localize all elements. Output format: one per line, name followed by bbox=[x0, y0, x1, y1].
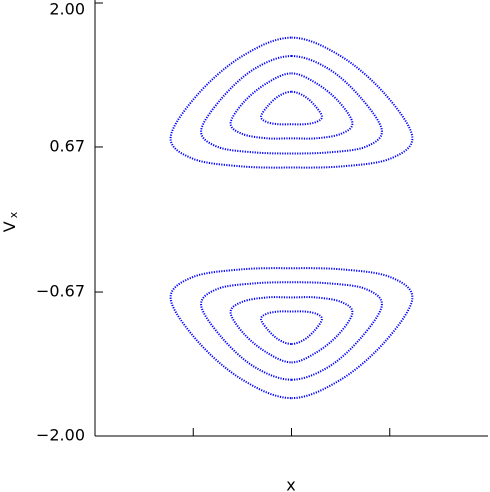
y-axis-label-main: V bbox=[0, 221, 19, 232]
y-axis-label: Vx bbox=[0, 211, 20, 232]
y-tick-label: −0.67 bbox=[36, 282, 85, 301]
orbit bbox=[260, 310, 323, 345]
y-tick-label: 0.67 bbox=[49, 136, 85, 155]
y-tick-label: 2.00 bbox=[49, 0, 85, 19]
orbit bbox=[229, 296, 354, 364]
x-axis-label: x bbox=[286, 476, 295, 492]
orbit bbox=[260, 90, 323, 126]
orbit bbox=[229, 72, 354, 140]
y-axis-label-sub: x bbox=[7, 211, 20, 218]
orbit bbox=[169, 36, 414, 169]
orbit bbox=[169, 267, 414, 400]
y-tick-label: −2.00 bbox=[36, 426, 85, 445]
